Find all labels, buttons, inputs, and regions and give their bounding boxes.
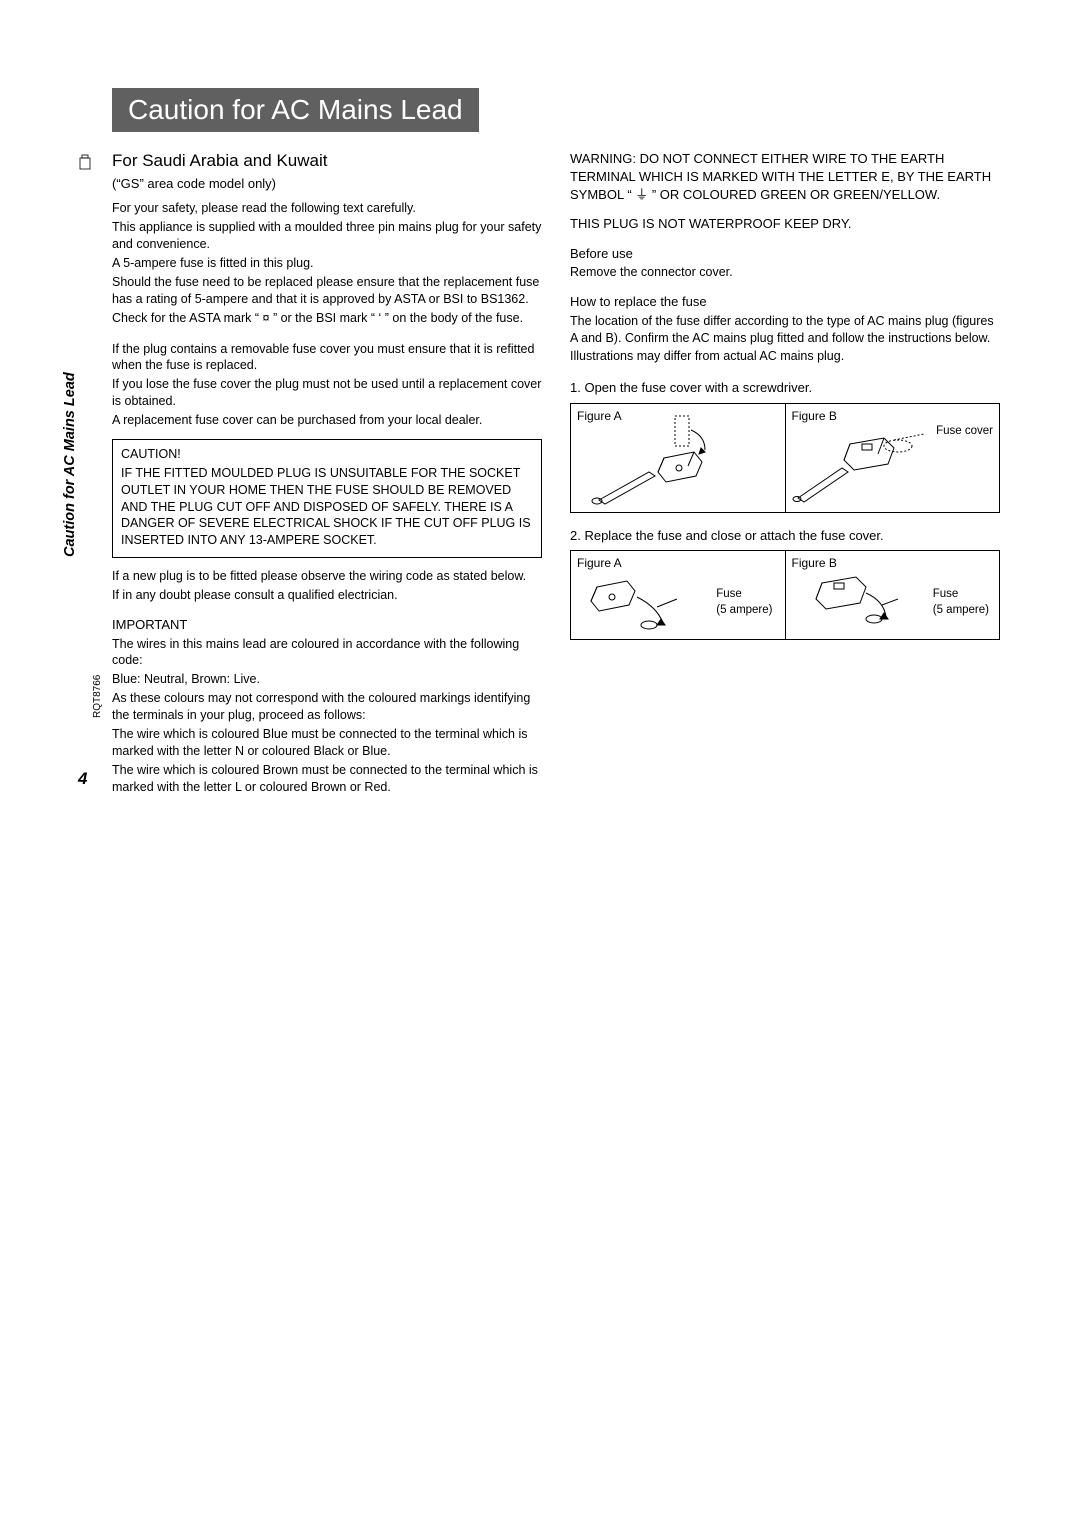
para: The wires in this mains lead are coloure… [112,636,542,670]
para: If in any doubt please consult a qualifi… [112,587,542,604]
page-container: Caution for AC Mains Lead For Saudi Arab… [0,0,1080,837]
para: Should the fuse need to be replaced plea… [112,274,542,308]
figure-a-cell-2: Figure A Fuse (5 ampere) [571,551,785,639]
important-heading: IMPORTANT [112,616,542,634]
side-running-title: Caution for AC Mains Lead [62,372,78,557]
region-subtitle: For Saudi Arabia and Kuwait [112,150,542,173]
figure-box-1: Figure A [570,403,1000,513]
para: The wire which is coloured Blue must be … [112,726,542,760]
para: Remove the connector cover. [570,264,1000,281]
document-code: RQT8766 [92,675,103,718]
para: If a new plug is to be fitted please obs… [112,568,542,585]
before-use-heading: Before use [570,245,1000,263]
warning-block: WARNING: DO NOT CONNECT EITHER WIRE TO T… [570,150,1000,205]
figure-b-cell: Figure B Fuse cover [785,404,1000,512]
plug-screwdriver-a-icon [579,408,759,508]
left-column: For Saudi Arabia and Kuwait (“GS” area c… [112,150,542,797]
replace-heading: How to replace the fuse [570,293,1000,311]
caution-heading: CAUTION! [121,446,533,463]
plug-fuse-b-icon [792,557,972,637]
figure-b-cell-2: Figure B Fuse (5 ampere) [785,551,1000,639]
page-number: 4 [78,769,87,789]
area-code-note: (“GS” area code model only) [112,175,542,193]
para: If the plug contains a removable fuse co… [112,341,542,375]
para: As these colours may not correspond with… [112,690,542,724]
right-column: WARNING: DO NOT CONNECT EITHER WIRE TO T… [570,150,1000,797]
page-title: Caution for AC Mains Lead [128,94,463,125]
waterproof-note: THIS PLUG IS NOT WATERPROOF KEEP DRY. [570,215,1000,233]
para: Illustrations may differ from actual AC … [570,348,1000,365]
plug-screwdriver-b-icon [790,410,970,510]
caution-body: IF THE FITTED MOULDED PLUG IS UNSUITABLE… [121,465,533,549]
page-title-bar: Caution for AC Mains Lead [112,88,479,132]
para: This appliance is supplied with a moulde… [112,219,542,253]
para: A replacement fuse cover can be purchase… [112,412,542,429]
figure-box-2: Figure A Fuse (5 ampere) [570,550,1000,640]
caution-box: CAUTION! IF THE FITTED MOULDED PLUG IS U… [112,439,542,558]
figure-a-cell: Figure A [571,404,785,512]
content-columns: For Saudi Arabia and Kuwait (“GS” area c… [112,150,1000,797]
para: The location of the fuse differ accordin… [570,313,1000,347]
para: Blue: Neutral, Brown: Live. [112,671,542,688]
para: If you lose the fuse cover the plug must… [112,376,542,410]
step-1: 1. Open the fuse cover with a screwdrive… [570,379,1000,397]
para: A 5-ampere fuse is fitted in this plug. [112,255,542,272]
step-2: 2. Replace the fuse and close or attach … [570,527,1000,545]
para: For your safety, please read the followi… [112,200,542,217]
para: Check for the ASTA mark “ ¤ ” or the BSI… [112,310,542,327]
plug-fuse-a-icon [577,557,757,637]
para: The wire which is coloured Brown must be… [112,762,542,796]
side-icon [78,152,92,172]
